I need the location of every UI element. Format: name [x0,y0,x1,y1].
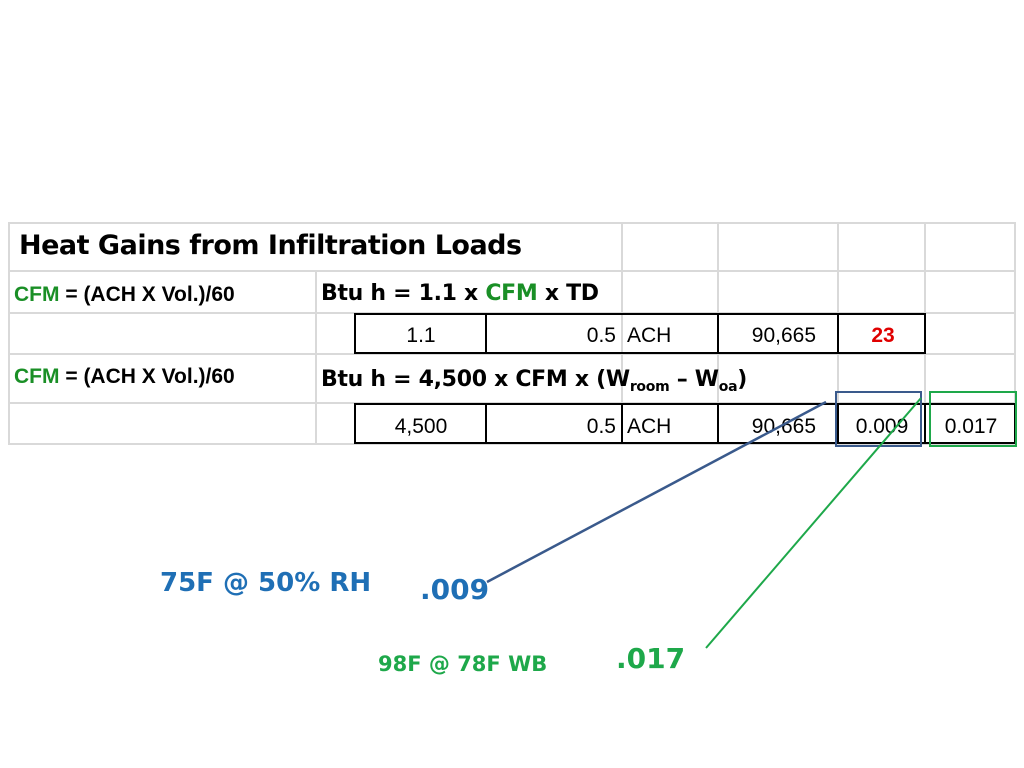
cfm-label: CFM [14,283,60,306]
outdoor-humidity-ratio: .017 [616,642,686,675]
cfm-formula-2: CFM = (ACH X Vol.)/60 [14,365,235,389]
indoor-condition-label: 75F @ 50% RH [160,568,372,598]
w-oa-highlight-box [929,391,1017,447]
outdoor-condition-label: 98F @ 78F WB [378,652,548,676]
w-room-highlight-box [835,391,922,447]
divider [717,313,839,354]
divider [354,403,487,444]
sensible-volume: 90,665 [751,324,816,347]
sensible-ach-label: ACH [627,324,672,347]
btu-sensible-formula: Btu h = 1.1 x CFM x TD [321,281,599,306]
divider [354,313,487,354]
btu-sensible-suffix: x TD [537,281,599,306]
w-room-value: 0.009 [855,415,909,438]
outdoor-callout-line [705,397,922,649]
divider [621,403,719,444]
btu-latent-close: ) [737,367,747,392]
latent-ach-value: 0.5 [586,415,616,438]
w-oa-value: 0.017 [944,415,998,438]
sensible-input-row [354,313,926,354]
btu-sensible-prefix: Btu h = 1.1 x [321,281,486,306]
cfm-label-2: CFM [14,365,60,388]
indoor-callout-line [486,400,827,584]
btu-latent-dash: – W [669,367,719,392]
cfm-equation-2: = (ACH X Vol.)/60 [65,365,235,388]
latent-factor: 4,500 [394,415,448,438]
sheet-title: Heat Gains from Infiltration Loads [19,230,522,261]
latent-ach-label: ACH [627,415,672,438]
sensible-ach-value: 0.5 [586,324,616,347]
divider [837,403,926,444]
cfm-formula-1: CFM = (ACH X Vol.)/60 [14,283,235,307]
sensible-factor: 1.1 [406,324,436,347]
indoor-humidity-ratio: .009 [420,573,490,606]
subscript-oa: oa [718,379,738,395]
subscript-room: room [629,379,670,395]
btu-sensible-cfm: CFM [485,281,538,306]
sensible-result: 23 [871,324,895,347]
btu-latent-text: Btu h = 4,500 x CFM x (W [321,367,630,392]
btu-latent-formula: Btu h = 4,500 x CFM x (Wroom – Woa) [321,367,747,395]
cfm-equation: = (ACH X Vol.)/60 [65,283,235,306]
